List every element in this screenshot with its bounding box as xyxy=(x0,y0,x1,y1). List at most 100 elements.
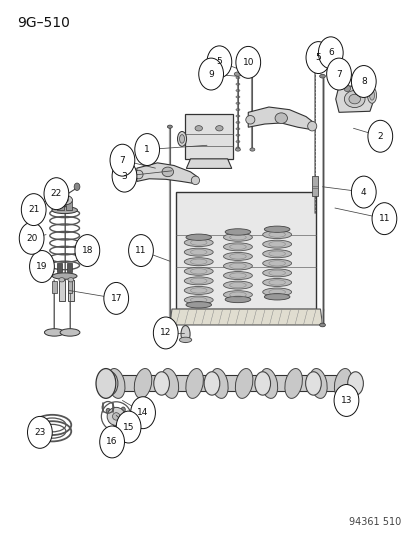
Ellipse shape xyxy=(185,302,211,308)
Ellipse shape xyxy=(235,77,240,79)
Polygon shape xyxy=(137,163,197,183)
Ellipse shape xyxy=(184,267,213,275)
Ellipse shape xyxy=(245,116,254,124)
Circle shape xyxy=(206,46,231,78)
Polygon shape xyxy=(169,309,322,325)
Ellipse shape xyxy=(235,128,240,130)
Text: 3: 3 xyxy=(121,172,127,181)
Polygon shape xyxy=(176,192,316,309)
Ellipse shape xyxy=(347,372,363,395)
Ellipse shape xyxy=(235,368,252,398)
Ellipse shape xyxy=(223,253,252,261)
Ellipse shape xyxy=(367,87,376,103)
Ellipse shape xyxy=(235,134,240,136)
Ellipse shape xyxy=(235,83,240,85)
Ellipse shape xyxy=(180,326,190,343)
Ellipse shape xyxy=(309,368,326,398)
Ellipse shape xyxy=(107,368,125,398)
Circle shape xyxy=(27,416,52,448)
Ellipse shape xyxy=(343,85,350,92)
Text: 22: 22 xyxy=(51,189,62,198)
Circle shape xyxy=(116,411,141,443)
Text: 7: 7 xyxy=(119,156,125,165)
Ellipse shape xyxy=(359,85,366,92)
Bar xyxy=(311,175,318,196)
Circle shape xyxy=(113,423,117,429)
Ellipse shape xyxy=(57,195,72,205)
Ellipse shape xyxy=(112,413,120,420)
Ellipse shape xyxy=(44,329,64,336)
Ellipse shape xyxy=(167,125,172,128)
Bar xyxy=(57,263,62,272)
Ellipse shape xyxy=(235,96,240,98)
Ellipse shape xyxy=(225,296,250,303)
Circle shape xyxy=(112,160,137,192)
Text: 19: 19 xyxy=(36,262,47,271)
Ellipse shape xyxy=(262,231,291,239)
Circle shape xyxy=(333,384,358,416)
Ellipse shape xyxy=(153,372,169,395)
Ellipse shape xyxy=(369,91,374,100)
Ellipse shape xyxy=(184,239,213,247)
Text: 9G–510: 9G–510 xyxy=(17,15,70,29)
Ellipse shape xyxy=(179,337,191,343)
Ellipse shape xyxy=(184,277,213,285)
Ellipse shape xyxy=(185,368,203,398)
Ellipse shape xyxy=(215,126,223,131)
Text: 1: 1 xyxy=(144,145,150,154)
Ellipse shape xyxy=(177,132,186,147)
Ellipse shape xyxy=(52,273,77,279)
Circle shape xyxy=(110,144,135,176)
Circle shape xyxy=(367,120,392,152)
Circle shape xyxy=(135,134,159,165)
Ellipse shape xyxy=(179,135,184,143)
Bar xyxy=(68,280,74,301)
Circle shape xyxy=(21,193,46,225)
Ellipse shape xyxy=(235,109,240,111)
Text: 9: 9 xyxy=(208,70,214,78)
Ellipse shape xyxy=(184,296,213,304)
Ellipse shape xyxy=(264,226,289,232)
Text: 20: 20 xyxy=(26,234,37,243)
Text: 16: 16 xyxy=(106,438,118,447)
Ellipse shape xyxy=(223,271,252,279)
Ellipse shape xyxy=(274,113,287,124)
Bar xyxy=(52,281,57,293)
Ellipse shape xyxy=(235,90,240,92)
Bar xyxy=(67,281,72,293)
Ellipse shape xyxy=(249,148,254,151)
Bar xyxy=(57,200,64,210)
Text: 18: 18 xyxy=(81,246,93,255)
Text: 21: 21 xyxy=(28,205,39,214)
Ellipse shape xyxy=(334,368,351,398)
Bar xyxy=(66,200,72,210)
Circle shape xyxy=(371,203,396,235)
Ellipse shape xyxy=(68,278,74,282)
Text: 6: 6 xyxy=(327,49,333,57)
Circle shape xyxy=(318,37,342,69)
Circle shape xyxy=(100,426,124,458)
Ellipse shape xyxy=(254,372,270,395)
Ellipse shape xyxy=(225,229,250,235)
Ellipse shape xyxy=(223,290,252,298)
Text: 13: 13 xyxy=(340,396,351,405)
Polygon shape xyxy=(185,114,232,159)
Ellipse shape xyxy=(262,260,291,267)
Text: 10: 10 xyxy=(242,58,254,67)
Ellipse shape xyxy=(262,269,291,277)
Circle shape xyxy=(351,176,375,208)
Ellipse shape xyxy=(184,286,213,294)
Ellipse shape xyxy=(184,248,213,256)
Ellipse shape xyxy=(223,243,252,251)
Ellipse shape xyxy=(312,62,317,66)
Circle shape xyxy=(75,235,100,266)
Circle shape xyxy=(153,317,178,349)
Text: 23: 23 xyxy=(34,428,45,437)
Ellipse shape xyxy=(161,368,178,398)
Circle shape xyxy=(104,282,128,314)
Ellipse shape xyxy=(195,126,202,131)
Circle shape xyxy=(19,222,44,254)
Circle shape xyxy=(305,42,330,74)
Ellipse shape xyxy=(223,233,252,241)
Text: 5: 5 xyxy=(216,58,222,66)
